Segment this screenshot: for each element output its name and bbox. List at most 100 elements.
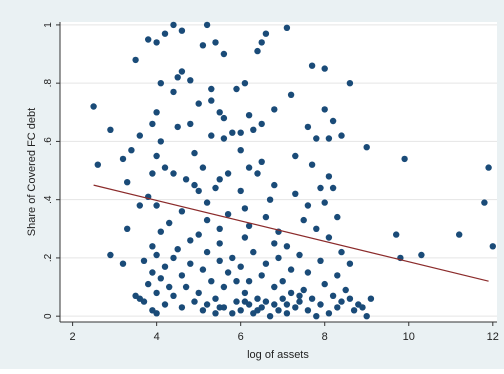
data-point	[346, 80, 354, 87]
data-point	[287, 289, 295, 297]
data-point	[321, 106, 328, 113]
data-point	[489, 243, 496, 250]
data-point	[149, 120, 156, 128]
data-point	[220, 283, 228, 291]
data-point	[195, 100, 202, 107]
data-point	[346, 260, 354, 267]
data-point	[241, 298, 249, 305]
data-point	[203, 248, 211, 256]
data-point	[157, 275, 164, 282]
data-point	[275, 307, 282, 314]
data-point	[166, 283, 173, 291]
y-tick-label: .6	[43, 137, 54, 146]
data-point	[283, 24, 291, 31]
data-point	[191, 298, 198, 305]
data-point	[229, 254, 236, 262]
data-point	[199, 307, 207, 314]
data-point	[271, 283, 278, 291]
data-point	[187, 120, 194, 128]
axes: 0.2.4.6.812 4 6 8 10 12	[43, 22, 499, 343]
data-point	[296, 292, 303, 299]
x-axis-label: log of assets	[247, 349, 309, 361]
data-point	[237, 307, 244, 314]
data-point	[418, 251, 425, 259]
data-point	[170, 170, 177, 177]
data-point	[178, 68, 186, 75]
data-point	[220, 135, 228, 142]
data-point	[136, 202, 143, 209]
data-point	[481, 199, 488, 206]
data-point	[220, 50, 228, 58]
data-point	[283, 301, 291, 308]
fit-line	[93, 184, 489, 282]
data-point	[174, 74, 181, 81]
data-point	[350, 307, 358, 314]
data-point	[136, 132, 143, 139]
gridlines	[60, 24, 497, 317]
data-point	[124, 225, 131, 232]
data-point	[119, 155, 127, 163]
data-point	[313, 135, 320, 142]
data-point	[233, 278, 240, 285]
y-axis-label: Share of Covered FC debt	[26, 108, 38, 236]
data-point	[195, 231, 202, 238]
data-point	[203, 21, 211, 29]
data-point	[338, 132, 345, 139]
data-point	[359, 304, 366, 311]
data-point	[212, 184, 219, 192]
data-point	[296, 298, 303, 305]
data-point	[334, 213, 341, 221]
data-point	[178, 272, 186, 279]
data-point	[237, 129, 244, 136]
data-point	[119, 260, 127, 267]
x-tick-label: 6	[238, 331, 244, 343]
data-point	[161, 263, 169, 270]
data-point	[292, 152, 299, 160]
data-point	[296, 251, 303, 259]
data-point	[367, 295, 375, 302]
data-point	[170, 88, 177, 96]
data-point	[258, 158, 265, 165]
data-point	[245, 222, 253, 230]
y-tick-label: .8	[43, 79, 54, 88]
data-point	[216, 176, 223, 183]
data-point	[283, 243, 291, 250]
data-point	[329, 292, 337, 299]
data-point	[254, 170, 261, 177]
data-point	[363, 144, 370, 151]
data-point	[140, 257, 148, 264]
data-point	[241, 205, 249, 212]
data-point	[174, 246, 181, 253]
data-point	[317, 184, 324, 192]
data-point	[174, 123, 181, 131]
data-point	[245, 278, 253, 285]
data-point	[271, 106, 278, 113]
data-point	[262, 260, 270, 267]
y-tick-label: 1	[43, 22, 54, 28]
data-point	[161, 301, 169, 308]
data-point	[317, 301, 324, 308]
data-point	[203, 216, 211, 224]
data-point	[287, 266, 295, 273]
data-point	[153, 289, 160, 297]
data-point	[233, 298, 240, 305]
data-point	[145, 36, 152, 43]
data-point	[157, 228, 164, 235]
data-point	[313, 225, 320, 232]
data-point	[262, 30, 270, 37]
data-point	[178, 304, 186, 311]
data-point	[203, 199, 211, 206]
data-point	[258, 272, 265, 279]
y-tick-label: .4	[43, 195, 54, 204]
data-point	[334, 304, 341, 311]
data-point	[338, 298, 345, 305]
data-point	[149, 307, 156, 314]
data-point	[224, 269, 232, 276]
data-point	[153, 251, 160, 259]
data-point	[325, 234, 333, 241]
data-point	[216, 240, 223, 247]
data-point	[161, 30, 169, 37]
data-point	[132, 56, 139, 64]
